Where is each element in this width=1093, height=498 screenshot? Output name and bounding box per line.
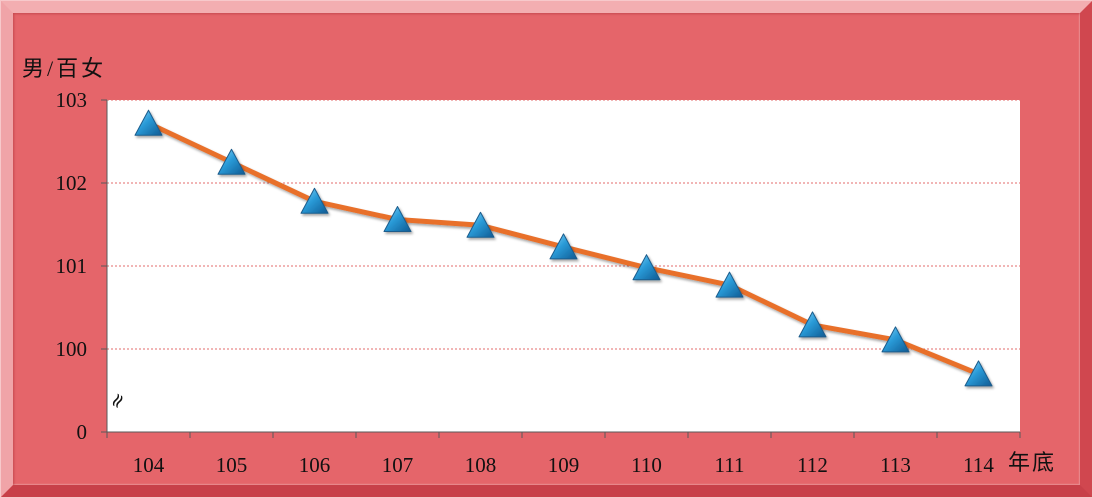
x-tick-label: 109	[548, 453, 580, 477]
series	[134, 109, 993, 387]
data-point-marker	[549, 233, 578, 260]
x-tick-label: 104	[133, 453, 165, 477]
data-point-marker	[715, 271, 744, 298]
data-point-marker	[383, 206, 412, 232]
y-tick-label: 100	[56, 337, 88, 361]
data-point-marker	[134, 109, 163, 136]
data-point-marker	[632, 254, 661, 281]
data-point-marker	[300, 187, 329, 214]
y-tick-label: 103	[56, 88, 88, 112]
x-axis-ticks: 104 105 106 107 108 109 110 111 112 113 114	[106, 432, 1021, 477]
y-tick-label: 0	[77, 420, 88, 444]
y-axis-ticks: 103 102 101 100 0	[56, 88, 107, 444]
x-tick-label: 105	[216, 453, 248, 477]
gridlines	[107, 99, 1020, 350]
data-point-marker	[964, 360, 993, 387]
x-axis-title: 年底	[1008, 450, 1056, 475]
x-tick-label: 107	[382, 453, 414, 477]
data-point-marker	[217, 148, 246, 175]
data-point-marker	[881, 326, 910, 353]
data-point-marker	[466, 211, 495, 238]
x-tick-label: 112	[797, 453, 828, 477]
data-point-marker	[798, 311, 827, 338]
x-tick-label: 110	[631, 453, 662, 477]
y-axis-title: 男/百女	[22, 56, 106, 81]
y-tick-label: 101	[56, 254, 88, 278]
x-tick-label: 113	[880, 453, 911, 477]
x-tick-label: 114	[963, 453, 994, 477]
x-tick-label: 106	[299, 453, 331, 477]
y-tick-label: 102	[56, 171, 88, 195]
x-tick-label: 108	[465, 453, 497, 477]
x-tick-label: 111	[715, 453, 745, 477]
